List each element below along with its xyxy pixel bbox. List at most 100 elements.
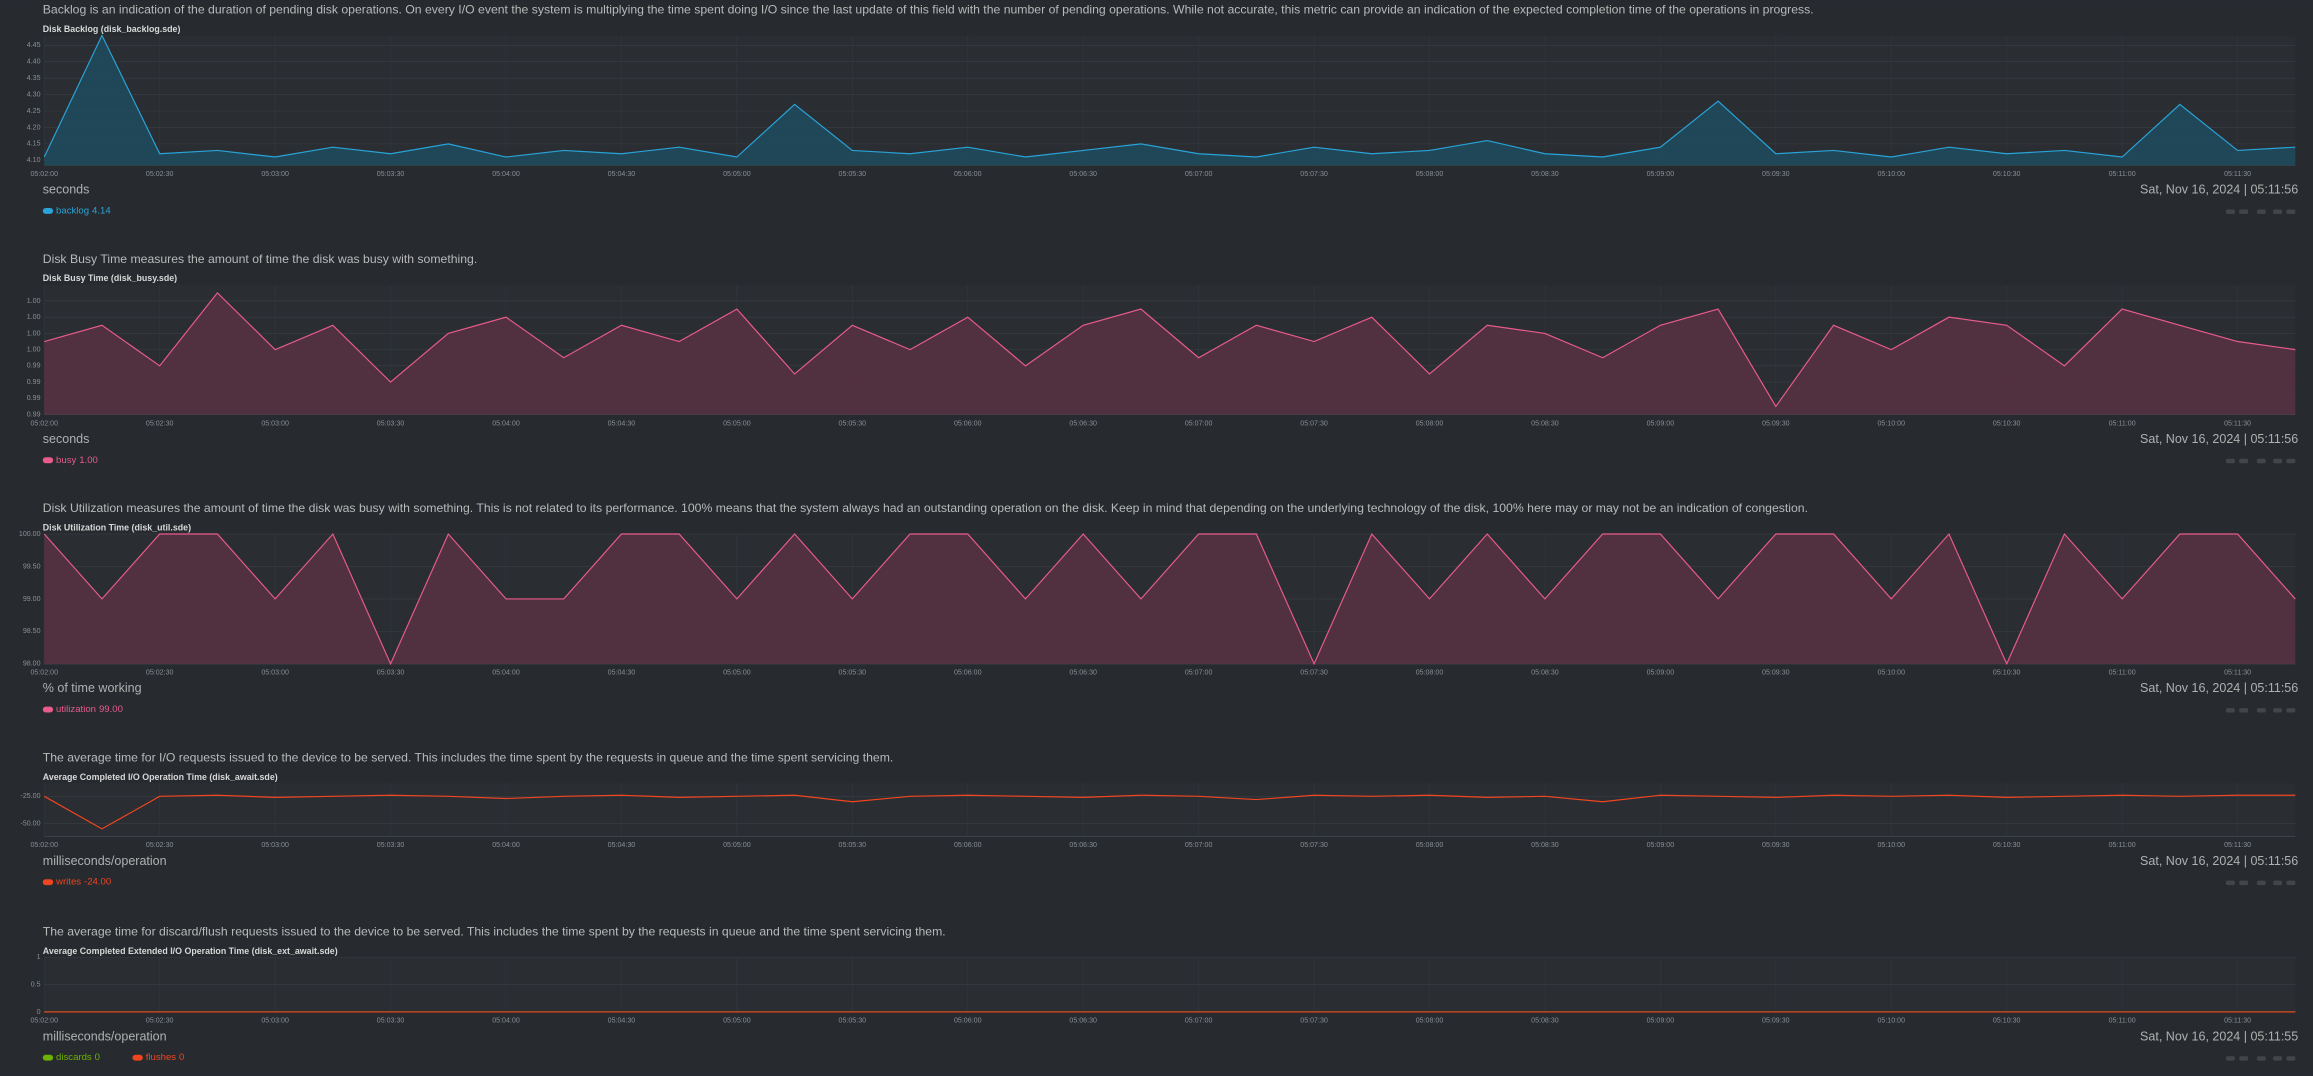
x-tick-label: 05:11:30 bbox=[2224, 841, 2251, 849]
series-area bbox=[44, 534, 2296, 664]
series-line bbox=[43, 794, 2296, 830]
toolbar-button bbox=[2286, 209, 2296, 214]
legend-name: backlog bbox=[56, 205, 89, 216]
legend-swatch bbox=[42, 879, 54, 886]
x-tick-label: 05:08:00 bbox=[1416, 841, 1444, 849]
x-tick-label: 05:05:00 bbox=[723, 1017, 751, 1025]
x-tick-label: 05:10:00 bbox=[1877, 669, 1905, 677]
x-tick-label: 05:08:30 bbox=[1531, 1017, 1559, 1025]
chart: The average time for discard/flush reque… bbox=[30, 925, 2298, 1064]
x-tick-label: 05:04:30 bbox=[608, 1017, 636, 1025]
x-tick-label: 05:06:30 bbox=[1069, 841, 1097, 849]
chart-title: Disk Utilization Time (disk_util.sde) bbox=[43, 522, 191, 532]
y-tick-label: 99.00 bbox=[23, 595, 41, 603]
x-tick-label: 05:09:00 bbox=[1647, 669, 1675, 677]
series-line bbox=[43, 34, 2296, 158]
toolbar-button bbox=[2225, 708, 2235, 713]
toolbar-button bbox=[2286, 880, 2296, 886]
x-tick-label: 05:10:00 bbox=[1877, 841, 1905, 849]
y-tick-label: 4.45 bbox=[27, 41, 41, 49]
x-tick-label: 05:07:00 bbox=[1185, 419, 1213, 427]
y-tick-label: 1.00 bbox=[27, 329, 41, 337]
y-tick-label: 0.99 bbox=[27, 394, 41, 402]
legend-value: 0 bbox=[95, 1052, 100, 1063]
chart-toolbar bbox=[2225, 209, 2296, 214]
x-tick-label: 05:03:30 bbox=[377, 1017, 405, 1025]
toolbar-button bbox=[2286, 1056, 2296, 1061]
x-tick-label: 05:04:30 bbox=[608, 669, 636, 677]
x-tick-label: 05:08:30 bbox=[1531, 419, 1559, 427]
toolbar-button bbox=[2239, 880, 2249, 886]
x-tick-label: 05:03:00 bbox=[261, 419, 289, 427]
x-tick-label: 05:05:30 bbox=[839, 669, 867, 677]
y-tick-label: 0.99 bbox=[27, 362, 41, 370]
x-tick-label: 05:04:00 bbox=[492, 669, 520, 677]
x-tick-label: 05:10:30 bbox=[1993, 419, 2021, 427]
legend-value: 99.00 bbox=[99, 704, 123, 715]
timestamp: Sat, Nov 16, 2024 | 05:11:55 bbox=[2140, 1029, 2298, 1043]
x-tick-label: 05:07:30 bbox=[1300, 1017, 1328, 1025]
x-tick-label: 05:09:30 bbox=[1762, 419, 1790, 427]
x-tick-label: 05:04:00 bbox=[492, 841, 520, 849]
y-tick-label: -25.00 bbox=[20, 792, 40, 800]
toolbar-button bbox=[2273, 458, 2283, 464]
x-tick-label: 05:04:30 bbox=[608, 170, 636, 178]
chart-description: The average time for discard/flush reque… bbox=[43, 925, 946, 939]
x-tick-label: 05:10:30 bbox=[1993, 841, 2021, 849]
x-tick-label: 05:05:30 bbox=[839, 170, 867, 178]
x-tick-label: 05:08:30 bbox=[1531, 841, 1559, 849]
y-tick-label: 1.00 bbox=[27, 313, 41, 321]
x-tick-label: 05:09:30 bbox=[1762, 170, 1790, 178]
x-tick-label: 05:10:00 bbox=[1877, 170, 1905, 178]
x-tick-label: 05:06:30 bbox=[1069, 419, 1097, 427]
x-tick-label: 05:11:30 bbox=[2224, 1017, 2251, 1025]
x-tick-label: 05:06:00 bbox=[954, 419, 982, 427]
x-tick-label: 05:09:00 bbox=[1647, 419, 1675, 427]
chart-title: Disk Backlog (disk_backlog.sde) bbox=[43, 24, 181, 34]
toolbar-button bbox=[2225, 458, 2235, 464]
legend-value: 0 bbox=[179, 1052, 184, 1063]
x-tick-label: 05:03:00 bbox=[261, 669, 289, 677]
chart-title: Average Completed I/O Operation Time (di… bbox=[43, 772, 278, 782]
x-tick-label: 05:10:00 bbox=[1877, 419, 1905, 427]
x-tick-label: 05:03:30 bbox=[377, 669, 405, 677]
x-tick-label: 05:11:00 bbox=[2109, 170, 2136, 178]
x-tick-label: 05:08:00 bbox=[1416, 170, 1444, 178]
toolbar-button bbox=[2273, 880, 2283, 886]
chart-toolbar bbox=[2225, 880, 2296, 886]
legend-name: writes bbox=[55, 877, 81, 888]
x-tick-label: 05:09:30 bbox=[1762, 1017, 1790, 1025]
chart-description: Disk Utilization measures the amount of … bbox=[43, 501, 1808, 515]
x-tick-label: 05:03:30 bbox=[377, 419, 405, 427]
chart: Disk Busy Time measures the amount of ti… bbox=[27, 252, 2299, 466]
y-tick-label: 4.40 bbox=[27, 58, 41, 66]
x-tick-label: 05:07:30 bbox=[1300, 170, 1328, 178]
y-tick-label: 98.50 bbox=[23, 627, 41, 635]
x-tick-label: 05:10:30 bbox=[1993, 1017, 2021, 1025]
plot-area bbox=[44, 783, 2296, 837]
x-tick-label: 05:07:00 bbox=[1185, 669, 1213, 677]
y-tick-label: 4.20 bbox=[27, 123, 41, 131]
x-tick-label: 05:11:00 bbox=[2109, 669, 2136, 677]
units-label: % of time working bbox=[43, 681, 142, 695]
legend-swatch bbox=[132, 1054, 143, 1061]
x-tick-label: 05:05:00 bbox=[723, 419, 751, 427]
x-tick-label: 05:04:30 bbox=[608, 419, 636, 427]
timestamp: Sat, Nov 16, 2024 | 05:11:56 bbox=[2140, 681, 2298, 695]
x-tick-label: 05:07:00 bbox=[1185, 841, 1213, 849]
chart: Backlog is an indication of the duration… bbox=[27, 3, 2299, 217]
legend-name: utilization bbox=[56, 704, 96, 715]
x-tick-label: 05:11:00 bbox=[2109, 841, 2136, 849]
x-tick-label: 05:11:00 bbox=[2109, 1017, 2136, 1025]
y-tick-label: 4.25 bbox=[27, 107, 41, 115]
y-tick-label: 4.15 bbox=[27, 140, 41, 148]
chart-description: Disk Busy Time measures the amount of ti… bbox=[43, 252, 478, 266]
x-tick-label: 05:11:30 bbox=[2224, 669, 2251, 677]
x-tick-label: 05:05:00 bbox=[723, 669, 751, 677]
x-tick-label: 05:02:00 bbox=[30, 419, 58, 427]
x-tick-label: 05:06:00 bbox=[954, 841, 982, 849]
x-tick-label: 05:03:00 bbox=[261, 841, 289, 849]
legend-value: -24.00 bbox=[84, 877, 111, 888]
